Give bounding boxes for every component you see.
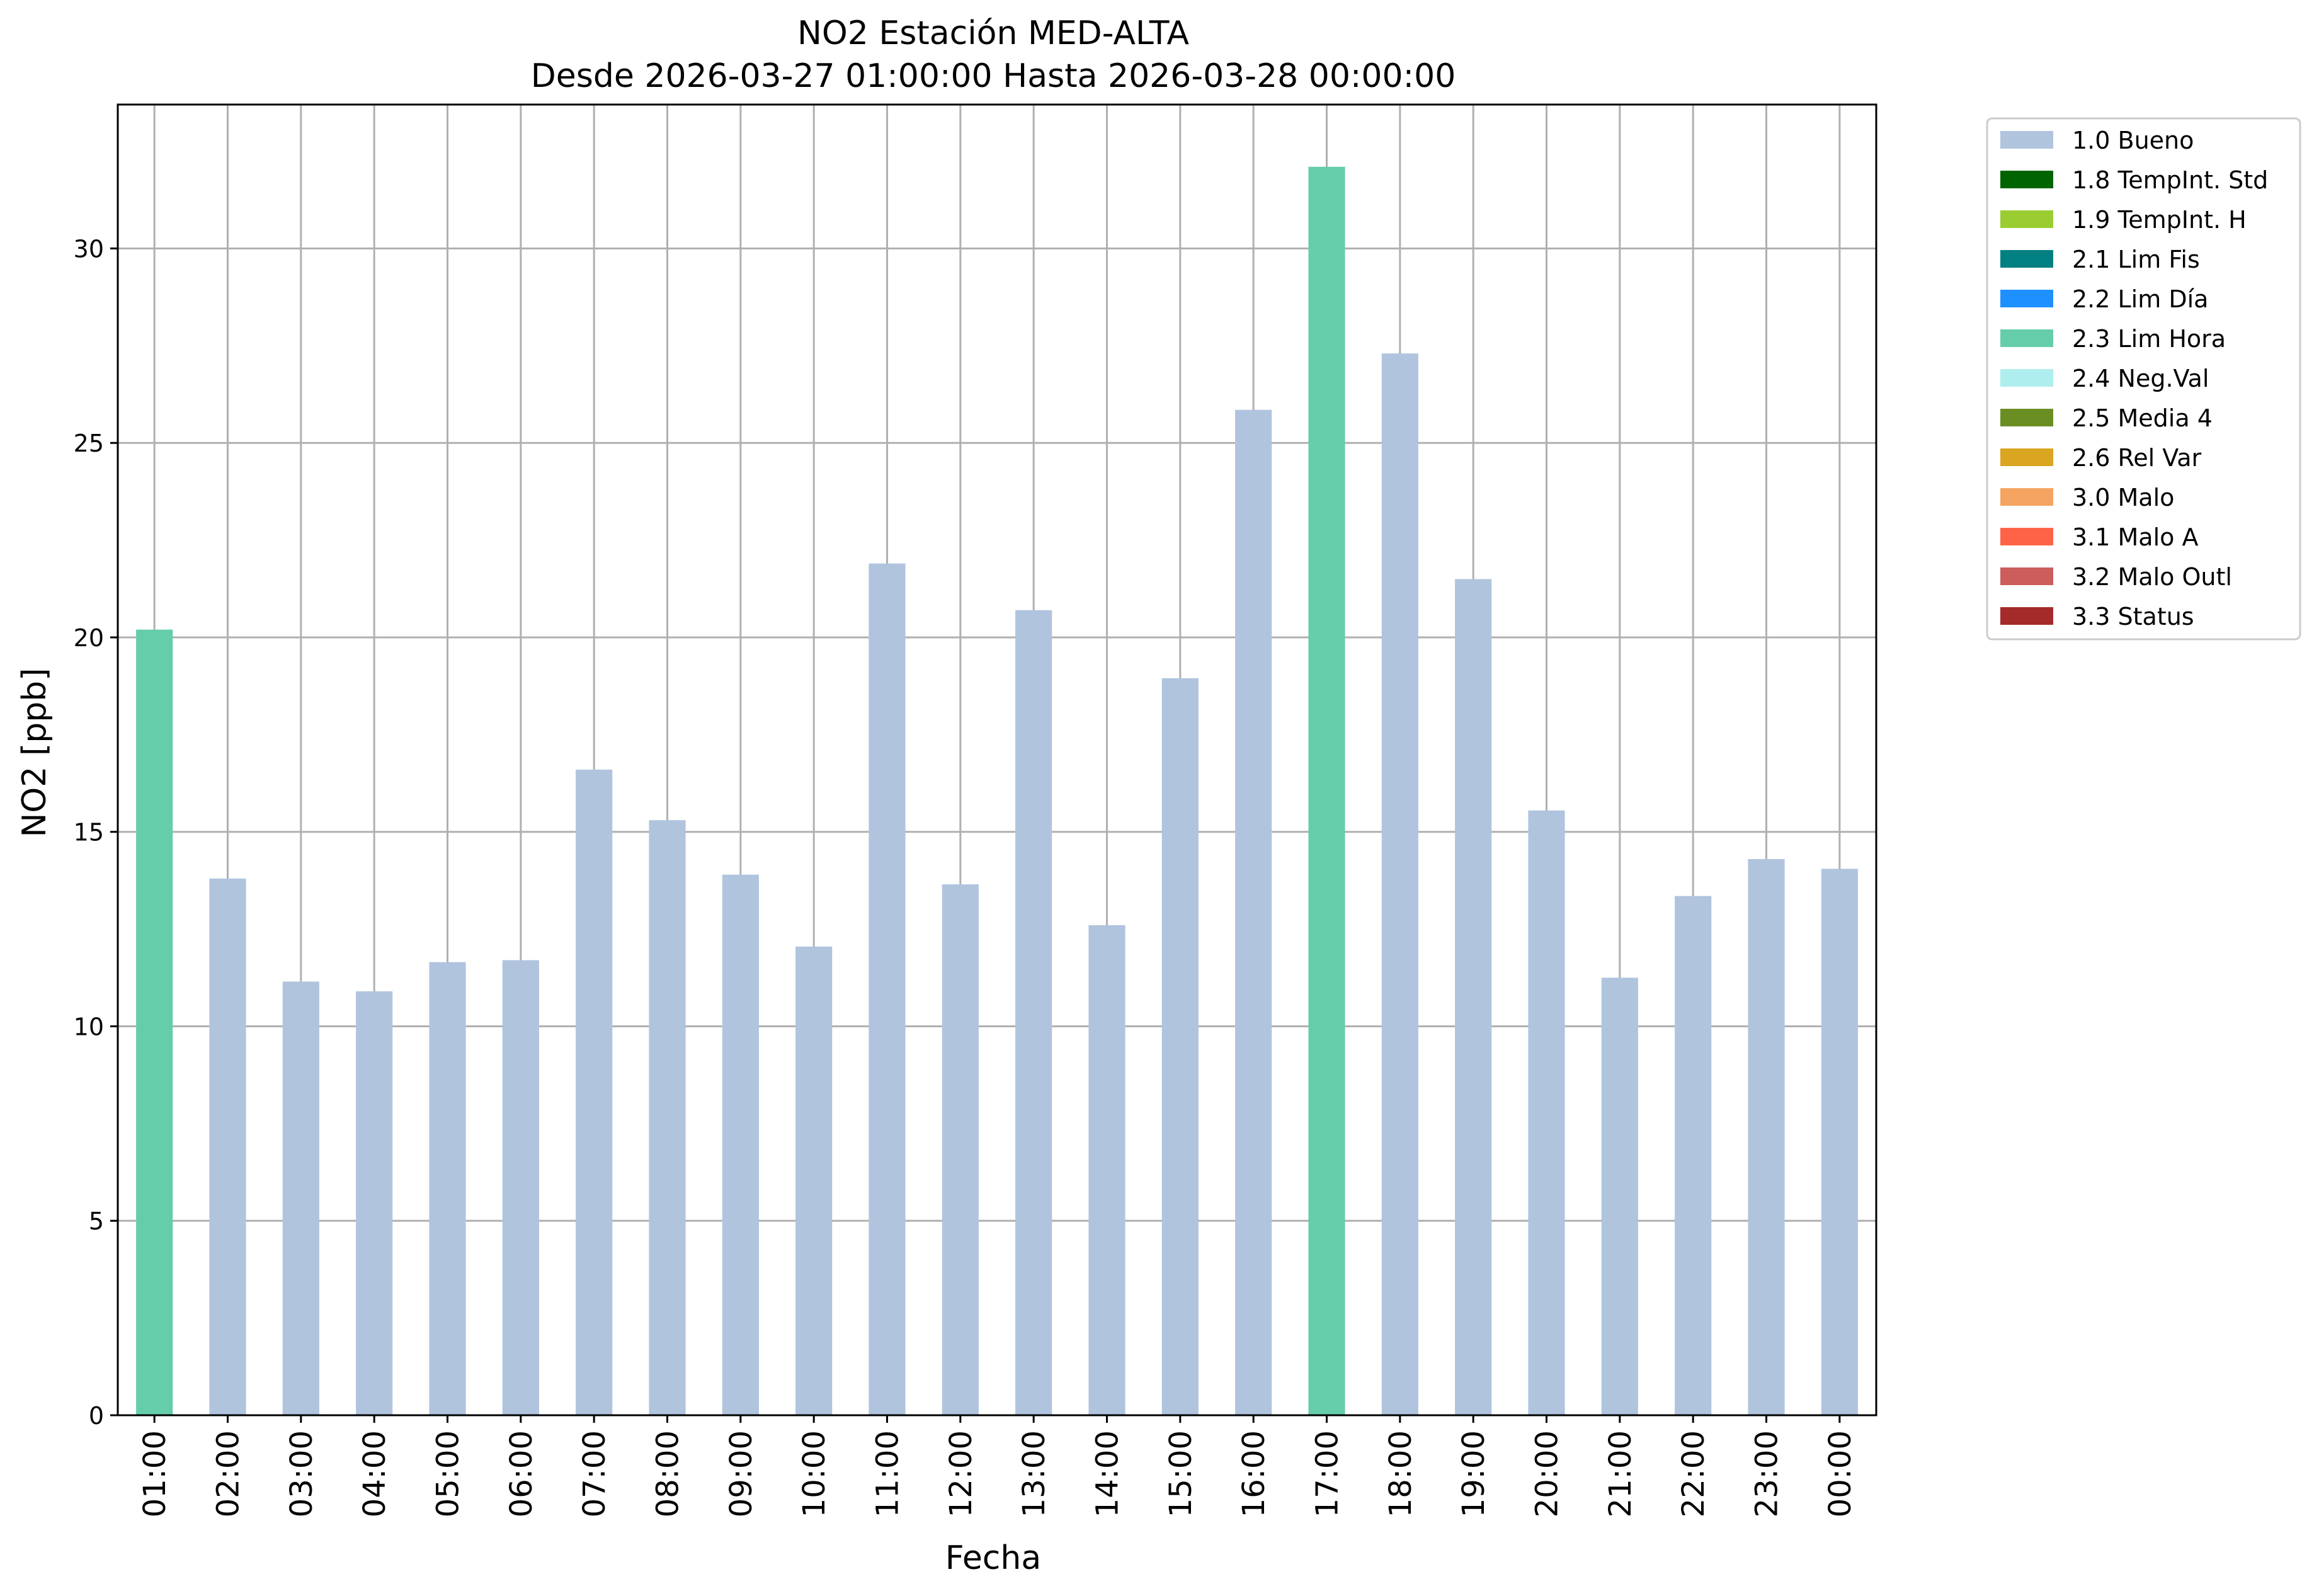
legend-label: 2.4 Neg.Val — [2072, 365, 2209, 392]
x-tick-label: 10:00 — [797, 1430, 832, 1517]
y-tick-label: 5 — [89, 1207, 104, 1235]
legend-label: 2.5 Media 4 — [2072, 404, 2213, 432]
chart-title: NO2 Estación MED-ALTA — [797, 14, 1189, 52]
legend-label: 3.2 Malo Outl — [2072, 563, 2232, 591]
x-tick-label: 21:00 — [1603, 1430, 1638, 1517]
legend-label: 3.3 Status — [2072, 603, 2194, 630]
legend-label: 1.0 Bueno — [2072, 127, 2194, 154]
x-tick-label: 23:00 — [1750, 1430, 1785, 1517]
legend: 1.0 Bueno 1.8 TempInt. Std 1.9 TempInt. H 2… — [1986, 117, 2301, 641]
legend-label: 2.2 Lim Día — [2072, 285, 2208, 313]
bar-2300 — [1748, 858, 1785, 1415]
legend-swatch — [2000, 488, 2053, 506]
bar-0500 — [429, 962, 466, 1415]
legend-swatch — [2000, 528, 2053, 545]
legend-label: 1.9 TempInt. H — [2072, 206, 2247, 234]
legend-swatch — [2000, 250, 2053, 268]
x-tick-label: 16:00 — [1236, 1430, 1272, 1517]
legend-swatch — [2000, 369, 2053, 387]
bar-1700 — [1308, 166, 1345, 1416]
bar-0700 — [576, 769, 613, 1415]
chart-subtitle: Desde 2026-03-27 01:00:00 Hasta 2026-03-… — [531, 57, 1456, 95]
x-tick-label: 07:00 — [577, 1430, 612, 1517]
x-tick-label: 14:00 — [1090, 1430, 1125, 1517]
y-tick-label: 20 — [74, 624, 104, 652]
legend-swatch — [2000, 210, 2053, 228]
legend-label: 3.1 Malo A — [2072, 523, 2198, 551]
legend-swatch — [2000, 448, 2053, 466]
x-tick-label: 08:00 — [651, 1430, 686, 1517]
legend-swatch — [2000, 409, 2053, 426]
bar-1100 — [869, 563, 906, 1416]
bar-0800 — [649, 820, 686, 1415]
x-tick-label: 13:00 — [1017, 1430, 1052, 1517]
y-tick-label: 0 — [89, 1402, 104, 1430]
y-axis-label: NO2 [ppb] — [16, 668, 54, 837]
x-tick-label: 22:00 — [1676, 1430, 1711, 1517]
x-tick-label: 15:00 — [1163, 1430, 1199, 1517]
bars — [136, 166, 1858, 1416]
bar-1300 — [1015, 610, 1052, 1415]
bar-0100 — [136, 629, 173, 1415]
legend-swatch — [2000, 329, 2053, 347]
legend-swatch — [2000, 567, 2053, 585]
legend-swatch — [2000, 131, 2053, 149]
bar-1400 — [1088, 925, 1125, 1415]
x-tick-label: 04:00 — [357, 1430, 392, 1517]
legend-label: 3.0 Malo — [2072, 484, 2174, 511]
bar-1500 — [1161, 678, 1199, 1415]
x-axis: 01:00 02:00 03:00 04:00 05:00 06:00 07:00 08:00… — [137, 1415, 1858, 1517]
legend-swatch — [2000, 171, 2053, 188]
bar-1200 — [942, 884, 979, 1415]
bar-0200 — [209, 878, 246, 1415]
legend-box — [1986, 117, 2301, 641]
x-tick-label: 05:00 — [431, 1430, 466, 1517]
x-tick-label: 09:00 — [724, 1430, 759, 1517]
bar-0000 — [1821, 869, 1858, 1415]
legend-label: 2.3 Lim Hora — [2072, 325, 2226, 353]
x-tick-label: 02:00 — [211, 1430, 246, 1517]
bar-1800 — [1381, 353, 1418, 1415]
bar-1000 — [795, 946, 833, 1415]
x-tick-label: 19:00 — [1456, 1430, 1491, 1517]
bar-0600 — [502, 960, 539, 1415]
y-tick-label: 25 — [74, 430, 104, 457]
plot-frame — [117, 103, 1877, 1416]
x-tick-label: 11:00 — [870, 1430, 906, 1517]
x-tick-label: 01:00 — [137, 1430, 173, 1517]
bar-1600 — [1235, 409, 1272, 1415]
x-tick-label: 20:00 — [1530, 1430, 1565, 1517]
y-tick-label: 30 — [74, 235, 104, 263]
bar-0900 — [722, 874, 759, 1415]
bar-1900 — [1455, 579, 1492, 1415]
legend-swatch — [2000, 290, 2053, 307]
legend-label: 1.8 TempInt. Std — [2072, 166, 2268, 194]
legend-swatch — [2000, 607, 2053, 625]
bar-2100 — [1601, 978, 1638, 1415]
legend-label: 2.1 Lim Fis — [2072, 246, 2200, 273]
y-axis: 0 5 10 15 20 25 30 — [74, 235, 118, 1430]
y-tick-label: 15 — [74, 819, 104, 846]
x-tick-label: 12:00 — [943, 1430, 979, 1517]
x-tick-label: 00:00 — [1823, 1430, 1858, 1517]
bar-2200 — [1675, 896, 1712, 1415]
x-tick-label: 18:00 — [1383, 1430, 1418, 1517]
x-tick-label: 06:00 — [504, 1430, 539, 1517]
x-tick-label: 03:00 — [284, 1430, 319, 1517]
x-axis-label: Fecha — [945, 1539, 1041, 1577]
y-tick-label: 10 — [74, 1013, 104, 1040]
bar-0300 — [282, 981, 319, 1415]
bar-0400 — [356, 991, 393, 1415]
x-tick-label: 17:00 — [1310, 1430, 1345, 1517]
legend-label: 2.6 Rel Var — [2072, 444, 2202, 472]
bar-2000 — [1528, 810, 1565, 1415]
